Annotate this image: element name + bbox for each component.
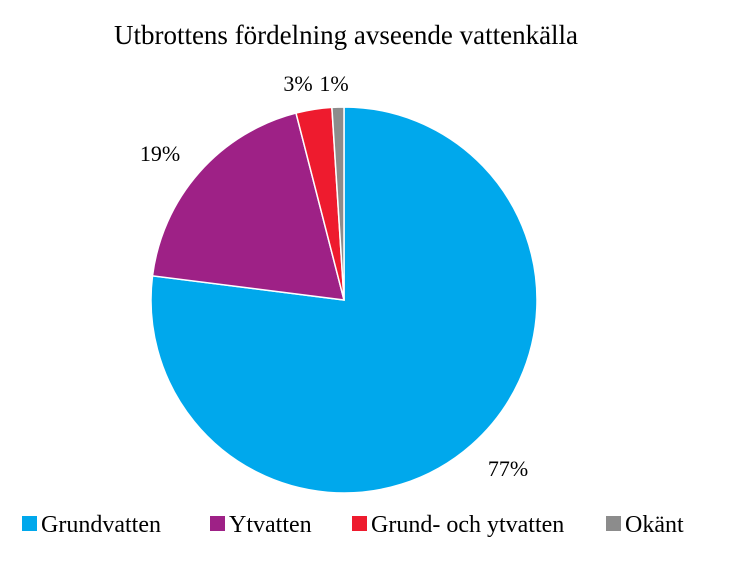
legend-swatch [22, 516, 37, 531]
legend-swatch [606, 516, 621, 531]
data-label-grund-och-ytvatten: 3% [283, 71, 312, 96]
legend: Grundvatten Ytvatten Grund- och ytvatten Ok… [22, 512, 684, 538]
legend-label: Grundvatten [41, 512, 161, 538]
pie-slice-okänt [331, 106, 345, 301]
legend-label: Grund- och ytvatten [371, 512, 564, 538]
chart-title: Utbrottens fördelning avseende vattenkäl… [114, 20, 578, 50]
legend-swatch [210, 516, 225, 531]
legend-swatch [352, 516, 367, 531]
legend-entry-grundvatten: Grundvatten [22, 512, 161, 538]
legend-entry-grund-och-ytvatten: Grund- och ytvatten [352, 512, 564, 538]
data-labels: 77% 19% 3% 1% [140, 71, 528, 481]
data-label-ytvatten: 19% [140, 141, 180, 166]
legend-label: Okänt [625, 512, 684, 538]
pie-slices [150, 106, 538, 494]
legend-entry-ytvatten: Ytvatten [210, 512, 312, 538]
data-label-okänt: 1% [319, 71, 348, 96]
pie-slice-grundvatten [150, 106, 538, 494]
data-label-grundvatten: 77% [488, 456, 528, 481]
legend-label: Ytvatten [229, 512, 312, 538]
legend-entry-okänt: Okänt [606, 512, 684, 538]
pie-slice-ytvatten [151, 112, 346, 301]
